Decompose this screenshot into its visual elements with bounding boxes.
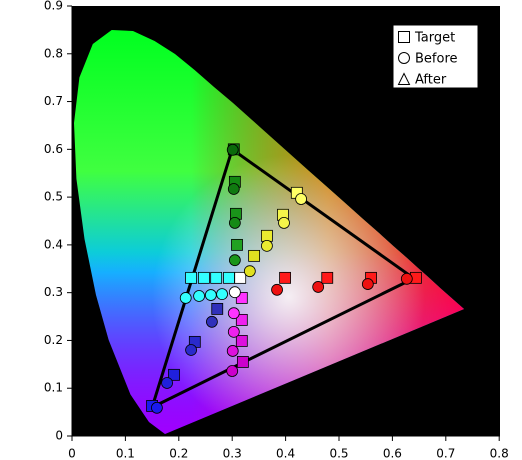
circle-point xyxy=(226,143,239,156)
circle-point xyxy=(179,292,192,304)
circle-point xyxy=(228,286,241,299)
circle-point xyxy=(193,290,205,302)
square-point xyxy=(197,271,210,284)
circle-point xyxy=(228,217,241,229)
square-point xyxy=(236,356,249,368)
square-point xyxy=(279,271,291,284)
square-point xyxy=(211,303,224,315)
circle-point xyxy=(261,239,273,252)
legend-marker xyxy=(397,72,411,85)
square-point xyxy=(231,238,243,251)
circle-point xyxy=(227,183,240,195)
circle-point xyxy=(295,193,307,205)
circle-point xyxy=(216,288,228,301)
circle-point xyxy=(312,281,325,293)
square-point xyxy=(223,271,235,284)
square-point xyxy=(235,335,248,347)
legend: Target Before After xyxy=(392,24,479,89)
x-tick-label: 0.3 xyxy=(223,447,242,460)
circle-point xyxy=(271,283,283,296)
y-tick-label: 0.5 xyxy=(44,190,63,204)
y-tick-label: 0.1 xyxy=(44,381,63,395)
legend-label: Target xyxy=(414,31,455,46)
circle-point xyxy=(206,315,218,328)
legend-marker xyxy=(398,31,410,43)
x-tick-label: 0.6 xyxy=(383,447,402,460)
square-point xyxy=(321,271,334,284)
circle-point xyxy=(400,272,413,285)
circle-point xyxy=(243,265,256,278)
y-tick-label: 0.3 xyxy=(44,285,63,299)
square-point xyxy=(185,271,197,284)
y-tick-label: 0.4 xyxy=(44,237,63,251)
y-tick-label: 0 xyxy=(55,429,63,443)
square-point xyxy=(234,271,247,284)
square-point xyxy=(235,313,248,326)
circle-point xyxy=(361,278,374,290)
circle-point xyxy=(204,289,217,301)
square-point xyxy=(248,249,260,262)
x-tick-label: 0.4 xyxy=(276,447,295,460)
circle-point xyxy=(185,344,197,356)
y-tick-label: 0.2 xyxy=(44,333,63,347)
circle-point xyxy=(151,401,163,414)
x-tick-label: 0.8 xyxy=(490,447,509,460)
circle-point xyxy=(226,365,239,377)
circle-point xyxy=(227,325,240,338)
x-tick-label: 0 xyxy=(68,447,76,460)
square-point xyxy=(210,271,223,284)
y-tick-label: 0.9 xyxy=(44,0,63,13)
circle-point xyxy=(228,254,241,267)
x-tick-label: 0.7 xyxy=(436,447,455,460)
x-tick-label: 0.5 xyxy=(329,447,348,460)
y-tick-label: 0.7 xyxy=(44,94,63,108)
x-tick-label: 0.1 xyxy=(116,447,135,460)
square-point xyxy=(168,368,180,381)
y-tick-label: 0.6 xyxy=(44,142,63,156)
circle-point xyxy=(226,345,239,357)
legend-label: After xyxy=(415,73,447,88)
x-tick-label: 0.2 xyxy=(169,447,188,460)
square-point xyxy=(261,229,273,242)
circle-point xyxy=(278,217,290,229)
square-point xyxy=(235,292,248,304)
legend-label: Before xyxy=(415,52,458,67)
y-tick-label: 0.8 xyxy=(44,46,63,60)
legend-marker xyxy=(398,52,410,64)
circle-point xyxy=(161,377,173,389)
circle-point xyxy=(227,307,240,320)
